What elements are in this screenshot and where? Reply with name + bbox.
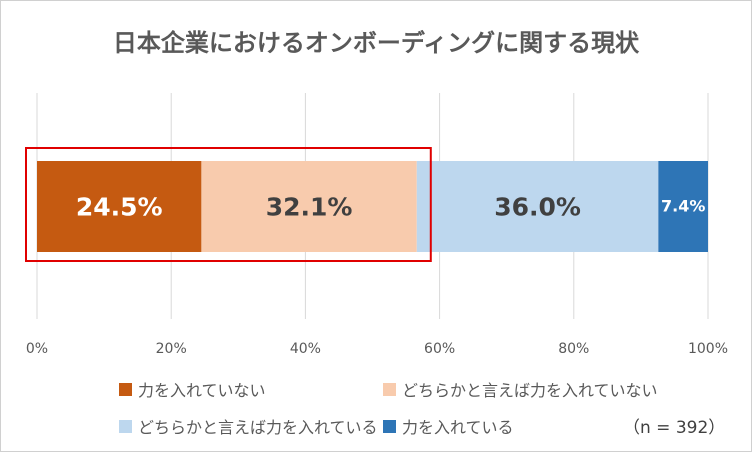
x-tick-label-5: 100%: [688, 341, 728, 357]
legend-swatch-somewhat-not-focused: [383, 382, 396, 396]
legend-label-focused: 力を入れている: [402, 418, 514, 437]
x-tick-label-4: 80%: [558, 341, 589, 357]
bar-segment-2: [416, 161, 659, 252]
data-label-2: 36.0%: [494, 193, 581, 222]
legend-swatch-focused: [383, 419, 396, 433]
legend-label-somewhat-focused: どちらかと言えば力を入れている: [138, 418, 378, 437]
sample-size-note: （n = 392）: [623, 418, 726, 438]
data-label-0: 24.5%: [76, 193, 163, 222]
legend-item-somewhat-not-focused: どちらかと言えば力を入れていない: [383, 377, 658, 401]
legend-label-not-focused: 力を入れていない: [138, 381, 266, 400]
data-label-3: 7.4%: [661, 197, 705, 216]
x-tick-label-2: 40%: [290, 341, 321, 357]
x-tick-label-0: 0%: [26, 341, 48, 357]
bar-segment-3: [658, 161, 708, 252]
highlight-box: [25, 147, 432, 262]
legend-item-not-focused: 力を入れていない: [119, 377, 266, 401]
x-tick-label-3: 60%: [424, 341, 455, 357]
bar-segment-0: [37, 161, 202, 252]
chart-title: 日本企業におけるオンボーディングに関する現状: [112, 29, 640, 57]
bar-segment-1: [201, 161, 417, 252]
legend-label-somewhat-not-focused: どちらかと言えば力を入れていない: [402, 381, 658, 400]
legend-swatch-not-focused: [119, 382, 132, 396]
legend-item-focused: 力を入れている: [383, 414, 514, 438]
legend-item-somewhat-focused: どちらかと言えば力を入れている: [119, 414, 378, 438]
legend-swatch-somewhat-focused: [119, 419, 132, 433]
data-label-1: 32.1%: [266, 193, 353, 222]
x-tick-label-1: 20%: [156, 341, 187, 357]
